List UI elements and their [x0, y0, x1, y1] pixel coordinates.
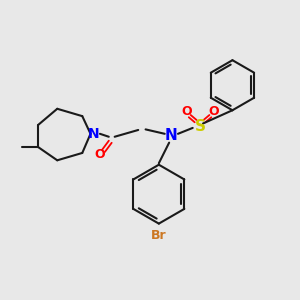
Text: S: S [195, 119, 206, 134]
Text: O: O [208, 105, 219, 118]
Text: O: O [94, 148, 105, 161]
Text: N: N [164, 128, 177, 143]
Text: Br: Br [151, 229, 167, 242]
Text: N: N [88, 127, 100, 141]
Text: O: O [182, 105, 192, 118]
